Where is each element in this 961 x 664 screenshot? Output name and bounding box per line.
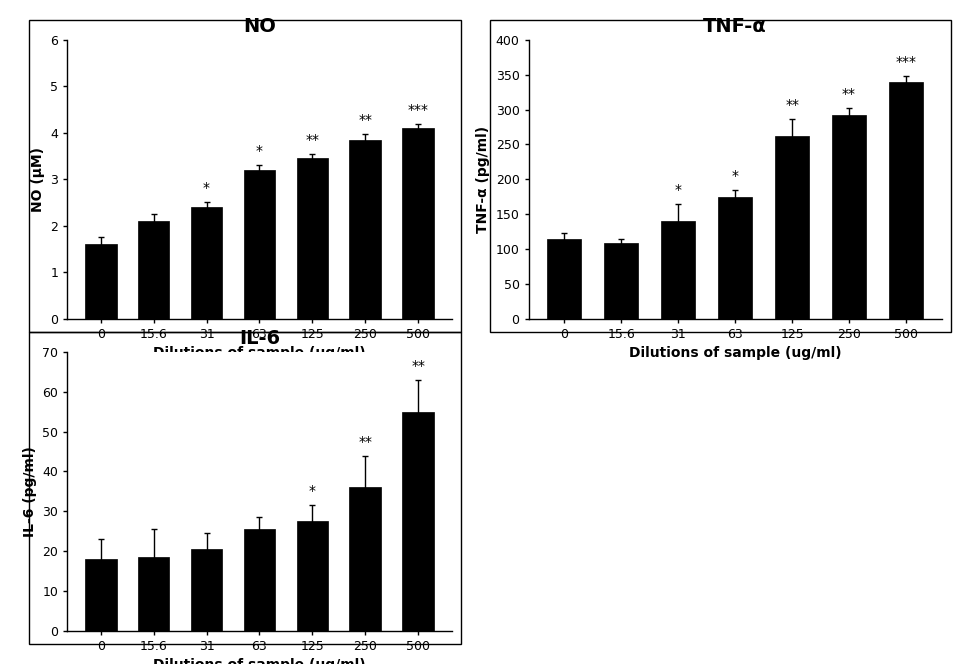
Text: **: **	[842, 87, 856, 101]
Bar	[604, 244, 638, 319]
Text: **: **	[358, 114, 372, 127]
Bar	[243, 529, 276, 631]
Bar	[775, 136, 809, 319]
Title: NO: NO	[243, 17, 276, 35]
Text: *: *	[256, 144, 263, 159]
Bar	[548, 238, 581, 319]
Y-axis label: TNF-α (pg/ml): TNF-α (pg/ml)	[476, 125, 490, 233]
Title: IL-6: IL-6	[239, 329, 280, 347]
Bar	[350, 140, 382, 319]
X-axis label: Dilutions of sample (ug/ml): Dilutions of sample (ug/ml)	[628, 347, 842, 361]
Bar	[85, 559, 116, 631]
Y-axis label: NO (μM): NO (μM)	[31, 147, 45, 212]
Bar	[661, 221, 696, 319]
Text: *: *	[308, 484, 316, 498]
Bar	[137, 557, 169, 631]
Text: **: **	[785, 98, 800, 112]
Text: **: **	[411, 359, 426, 373]
Text: *: *	[203, 181, 210, 195]
Bar	[718, 197, 752, 319]
X-axis label: Dilutions of sample (ug/ml): Dilutions of sample (ug/ml)	[153, 347, 366, 361]
Bar	[889, 82, 923, 319]
Bar	[243, 170, 276, 319]
Text: ***: ***	[896, 55, 917, 69]
Text: **: **	[306, 133, 319, 147]
Text: **: **	[358, 434, 372, 449]
Bar	[137, 221, 169, 319]
Bar	[190, 207, 222, 319]
Bar	[832, 115, 866, 319]
X-axis label: Dilutions of sample (ug/ml): Dilutions of sample (ug/ml)	[153, 659, 366, 664]
Bar	[297, 159, 329, 319]
Text: ***: ***	[407, 102, 429, 117]
Text: *: *	[731, 169, 739, 183]
Y-axis label: IL-6 (pg/ml): IL-6 (pg/ml)	[23, 446, 37, 537]
Title: TNF-α: TNF-α	[703, 17, 767, 35]
Text: *: *	[675, 183, 681, 197]
Bar	[297, 521, 329, 631]
Bar	[190, 549, 222, 631]
Bar	[85, 244, 116, 319]
Bar	[350, 487, 382, 631]
Bar	[403, 412, 434, 631]
Bar	[403, 128, 434, 319]
